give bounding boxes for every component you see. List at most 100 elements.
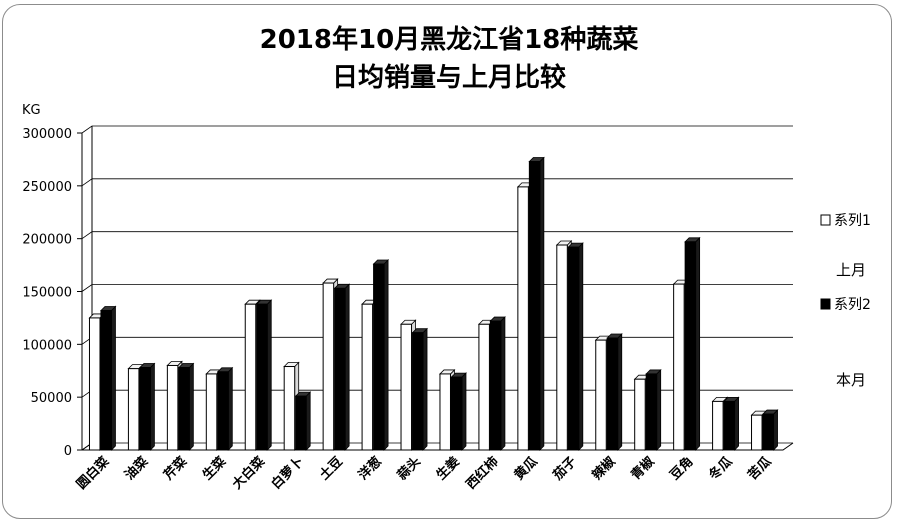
floor-edge <box>82 442 794 451</box>
x-tick-label: 辣椒 <box>589 454 619 484</box>
bar-series-2 <box>606 337 619 451</box>
bar-series-1 <box>712 400 724 451</box>
y-tick-label: 0 <box>64 444 72 459</box>
y-tick-labels: 0 50000 100000 150000 200000 250000 300000 <box>22 127 72 459</box>
bar-series-1 <box>751 414 763 451</box>
bar-series-1 <box>595 339 607 451</box>
category-group <box>283 361 312 451</box>
bar-series-2-side <box>734 396 739 451</box>
gridline <box>81 178 793 187</box>
x-tick-label: 青椒 <box>628 454 658 484</box>
bar-series-2 <box>217 371 229 451</box>
bar-series-2 <box>450 376 463 451</box>
series-note-this-month: 本月 <box>836 371 866 389</box>
legend-swatch-series-2 <box>820 298 831 310</box>
category-group <box>477 316 506 451</box>
x-tick-label: 大白菜 <box>229 454 268 493</box>
bar-series-1 <box>673 283 685 451</box>
bar-series-2-side <box>773 409 778 451</box>
bar-series-2-side <box>461 372 467 451</box>
bar-series-1 <box>556 244 568 451</box>
bar-series-2 <box>567 246 580 451</box>
chart-title-line1: 2018年10月黑龙江省18种蔬菜 <box>260 24 639 55</box>
y-tick-label: 150000 <box>22 286 72 301</box>
y-tick-label: 250000 <box>22 180 72 195</box>
bar-series-1 <box>205 373 218 451</box>
x-tick-label: 黄瓜 <box>511 454 541 484</box>
category-group <box>322 278 351 451</box>
category-group <box>555 240 584 451</box>
x-tick-label: 圆白菜 <box>73 454 112 493</box>
y-tick-label: 200000 <box>22 233 72 248</box>
x-tick-label: 土豆 <box>316 454 346 484</box>
bar-series-1 <box>88 317 101 451</box>
bar-series-1 <box>127 368 140 451</box>
x-tick-label: 冬瓜 <box>706 454 736 484</box>
category-group <box>127 362 156 451</box>
y-axis-label: KG <box>22 103 41 118</box>
bar-series-2-side <box>305 391 311 451</box>
x-tick-labels: 圆白菜 油菜 芹菜 生菜 大白菜 白萝卜 土豆 洋葱 蒜头 生姜 西红柿 黄瓜 茄子 辣椒 青椒 豆角 冬瓜 苦瓜 <box>73 454 774 493</box>
legend: 系列1 系列2 <box>820 213 871 313</box>
bar-series-2 <box>645 373 658 451</box>
bar-series-2 <box>139 367 151 451</box>
series-note-last-month: 上月 <box>836 261 866 279</box>
bar-series-2 <box>334 287 346 451</box>
x-tick-label: 豆角 <box>667 454 697 484</box>
bar-series-2-side <box>227 366 233 451</box>
bar-series-2 <box>100 310 112 451</box>
bar-series-2 <box>412 332 424 451</box>
bar-series-2-side <box>500 316 506 451</box>
gridline <box>81 125 793 134</box>
bar-series-1 <box>478 323 490 451</box>
bar-series-2 <box>489 320 502 451</box>
category-group <box>516 156 545 451</box>
bar-series-2-side <box>188 362 194 451</box>
x-tick-label: 芹菜 <box>160 454 190 484</box>
category-group <box>439 368 467 451</box>
bar-series-2-side <box>150 362 155 451</box>
bar-series-2 <box>373 263 385 451</box>
legend-label-series-2: 系列2 <box>834 297 871 313</box>
x-tick-label: 生菜 <box>199 454 229 484</box>
category-group <box>361 259 390 451</box>
x-tick-label: 西红柿 <box>463 454 502 493</box>
category-group <box>672 236 701 451</box>
bar-series-2 <box>762 413 775 451</box>
category-group <box>711 396 740 451</box>
bar-series-1 <box>517 186 529 451</box>
bar-series-2 <box>528 161 541 451</box>
category-group <box>594 333 623 451</box>
bar-series-2-side <box>695 236 701 451</box>
bar-series-1 <box>244 303 257 451</box>
category-group <box>244 299 273 451</box>
bar-series-2-side <box>656 368 662 451</box>
bar-series-1 <box>166 364 179 451</box>
bar-series-2-side <box>111 305 116 451</box>
y-tick-label: 300000 <box>22 127 72 142</box>
bar-series-2 <box>723 400 736 451</box>
bar-series-1 <box>361 303 374 451</box>
bar-series-2-side <box>539 156 545 451</box>
bar-series-1 <box>283 366 296 451</box>
category-group <box>205 366 234 451</box>
bar-series-1 <box>439 373 451 451</box>
category-group <box>166 360 195 451</box>
x-tick-label: 洋葱 <box>355 454 385 484</box>
category-group <box>633 368 662 451</box>
y-tick-label: 50000 <box>31 391 72 406</box>
x-tick-label: 茄子 <box>549 454 579 484</box>
bar-series-2-side <box>617 333 623 451</box>
chart-title-line2: 日均销量与上月比较 <box>332 62 566 93</box>
bar-series-2 <box>256 303 268 451</box>
bar-series-1 <box>634 378 646 451</box>
x-tick-label: 生姜 <box>433 454 463 484</box>
bar-series-2-side <box>422 327 428 451</box>
x-tick-label: 油菜 <box>122 454 152 484</box>
bar-series-2 <box>295 395 307 451</box>
x-tick-label: 苦瓜 <box>745 454 775 484</box>
bar-series-1 <box>322 282 335 451</box>
bar-series-2 <box>178 367 190 451</box>
category-group <box>88 305 117 451</box>
